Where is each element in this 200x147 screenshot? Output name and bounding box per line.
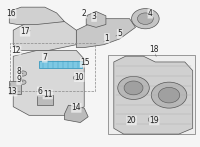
Text: 19: 19 xyxy=(149,116,159,125)
Text: 20: 20 xyxy=(127,116,136,125)
Text: 1: 1 xyxy=(105,34,109,43)
Polygon shape xyxy=(13,22,76,50)
Text: 14: 14 xyxy=(72,103,81,112)
Polygon shape xyxy=(114,56,193,134)
Text: 10: 10 xyxy=(74,73,84,82)
Polygon shape xyxy=(37,95,53,105)
Text: 5: 5 xyxy=(117,29,122,38)
Text: 16: 16 xyxy=(6,9,16,18)
Circle shape xyxy=(151,82,187,108)
Circle shape xyxy=(137,13,153,24)
Text: 2: 2 xyxy=(82,9,87,18)
Text: 12: 12 xyxy=(11,46,21,55)
Circle shape xyxy=(158,87,180,103)
Text: 6: 6 xyxy=(37,87,42,96)
Text: 11: 11 xyxy=(43,90,52,99)
Bar xyxy=(39,61,82,68)
Circle shape xyxy=(148,116,158,123)
Text: 8: 8 xyxy=(17,67,22,76)
Circle shape xyxy=(73,76,79,80)
Text: 17: 17 xyxy=(20,27,30,36)
Polygon shape xyxy=(64,105,88,123)
Polygon shape xyxy=(13,50,84,115)
Text: 15: 15 xyxy=(80,58,90,67)
Text: 4: 4 xyxy=(148,9,153,18)
Text: 18: 18 xyxy=(149,45,159,54)
Text: 3: 3 xyxy=(92,12,97,21)
Circle shape xyxy=(118,76,149,100)
Bar xyxy=(10,43,95,91)
Circle shape xyxy=(20,71,27,76)
Text: 7: 7 xyxy=(42,53,47,62)
Polygon shape xyxy=(9,81,21,94)
Circle shape xyxy=(124,81,143,95)
Text: 9: 9 xyxy=(17,76,22,85)
Circle shape xyxy=(132,9,159,29)
Polygon shape xyxy=(86,11,106,27)
Circle shape xyxy=(20,80,26,84)
Bar xyxy=(108,55,195,134)
Text: 13: 13 xyxy=(7,87,17,96)
Polygon shape xyxy=(9,7,64,24)
Polygon shape xyxy=(76,19,136,47)
Circle shape xyxy=(128,117,136,123)
